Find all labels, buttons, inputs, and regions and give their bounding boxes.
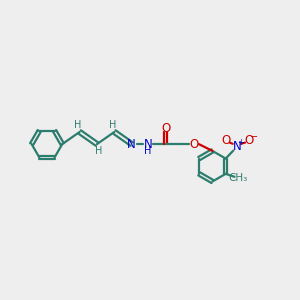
Text: O: O (190, 138, 199, 151)
Text: H: H (144, 146, 152, 157)
Text: N: N (143, 138, 152, 151)
Text: H: H (95, 146, 102, 156)
Text: N: N (232, 140, 241, 153)
Text: −: − (250, 132, 259, 142)
Text: H: H (109, 121, 117, 130)
Text: O: O (161, 122, 170, 135)
Text: N: N (127, 138, 136, 151)
Text: O: O (244, 134, 254, 147)
Text: +: + (238, 137, 244, 146)
Text: O: O (221, 134, 230, 147)
Text: CH₃: CH₃ (228, 173, 248, 183)
Text: H: H (74, 121, 82, 130)
